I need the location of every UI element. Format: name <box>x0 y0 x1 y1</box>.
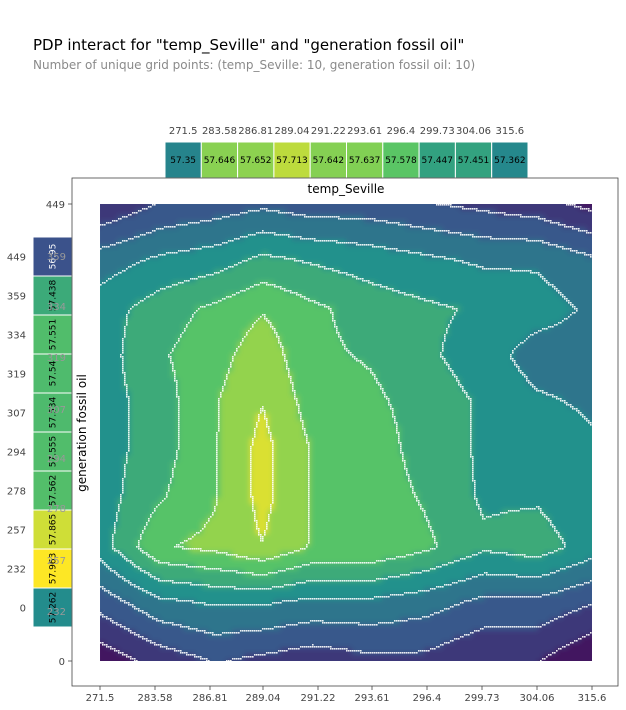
top-pdp-cell <box>418 141 456 179</box>
top-pdp-value: 57.447 <box>422 156 454 166</box>
y-tick-label: 0 <box>59 657 65 668</box>
left-pdp-tick: 294 <box>7 448 26 459</box>
x-tick-label: 315.6 <box>578 693 607 704</box>
x-tick-label: 283.58 <box>138 693 173 704</box>
x-tick-label: 286.81 <box>193 693 228 704</box>
x-tick-label: 299.73 <box>465 693 500 704</box>
x-tick-label: 296.4 <box>413 693 442 704</box>
left-pdp-value: 57.963 <box>49 553 59 585</box>
top-pdp-value: 57.637 <box>349 156 381 166</box>
x-tick-label: 289.04 <box>246 693 281 704</box>
x-axis-ticks: 271.5 283.58 286.81 289.04 291.22 293.61 296.4… <box>86 686 607 704</box>
left-pdp-value: 57.551 <box>49 319 59 351</box>
left-pdp-tick: 257 <box>7 526 26 537</box>
top-pdp-value: 57.35 <box>170 156 196 166</box>
top-pdp-strip: 57.35 271.5 57.646 283.58 57.652 286.81 57.713… <box>164 126 529 179</box>
top-pdp-tick: 289.04 <box>275 126 310 137</box>
top-pdp-value: 57.652 <box>240 156 272 166</box>
top-pdp-tick: 291.22 <box>311 126 346 137</box>
top-pdp-cell <box>346 141 384 179</box>
x-axis-label: temp_Seville <box>308 182 385 196</box>
left-pdp-value: 57.562 <box>49 475 59 507</box>
x-tick-label: 304.06 <box>520 693 555 704</box>
left-pdp-tick: 449 <box>7 253 26 264</box>
top-pdp-value: 57.362 <box>494 156 526 166</box>
left-pdp-strip: 56.9544957.43835957.55133457.5431957.534… <box>7 236 73 628</box>
behind-tick: 359 <box>47 252 66 263</box>
contour-lines <box>100 204 592 661</box>
left-pdp-value: 57.54 <box>49 360 59 386</box>
x-tick-label: 293.61 <box>355 693 390 704</box>
behind-tick: 278 <box>47 504 66 515</box>
top-pdp-tick: 304.06 <box>456 126 491 137</box>
left-pdp-value: 56.95 <box>49 244 59 270</box>
left-pdp-axis-ticks: 359 334 319 307 294 278 257 232 <box>47 252 66 618</box>
top-pdp-tick: 293.61 <box>347 126 382 137</box>
behind-tick: 257 <box>47 556 66 567</box>
left-pdp-value: 57.534 <box>49 396 59 428</box>
left-pdp-value: 57.555 <box>49 436 59 468</box>
behind-tick: 294 <box>47 454 66 465</box>
left-pdp-value: 57.865 <box>49 514 59 546</box>
top-pdp-tick: 283.58 <box>202 126 237 137</box>
y-axis-label: generation fossil oil <box>75 374 89 492</box>
top-pdp-cell <box>200 141 239 179</box>
left-pdp-tick: 307 <box>7 409 26 420</box>
y-axis-ticks: 449 0 <box>46 200 72 668</box>
behind-tick: 307 <box>47 405 66 416</box>
behind-tick: 334 <box>47 302 66 313</box>
top-pdp-value: 57.642 <box>313 156 345 166</box>
chart-subtitle: Number of unique grid points: (temp_Sevi… <box>33 58 475 72</box>
top-pdp-cell <box>164 141 202 179</box>
top-pdp-value: 57.578 <box>385 156 417 166</box>
left-pdp-tick: 359 <box>7 292 26 303</box>
top-pdp-cell <box>491 141 529 179</box>
top-pdp-tick: 286.81 <box>238 126 273 137</box>
top-pdp-value: 57.451 <box>458 156 490 166</box>
left-pdp-cell <box>32 353 73 394</box>
top-pdp-tick: 299.73 <box>420 126 455 137</box>
left-pdp-value: 57.438 <box>49 279 59 311</box>
left-pdp-tick: 334 <box>7 331 26 342</box>
contour-fill <box>100 204 592 661</box>
behind-tick: 232 <box>47 607 66 618</box>
left-pdp-tick: 232 <box>7 565 26 576</box>
left-pdp-tick: 319 <box>7 370 26 381</box>
top-pdp-value: 57.646 <box>204 156 236 166</box>
x-tick-label: 271.5 <box>86 693 115 704</box>
left-pdp-tick: 278 <box>7 487 26 498</box>
top-pdp-tick: 296.4 <box>387 126 416 137</box>
left-pdp-cell <box>32 470 73 511</box>
chart-title: PDP interact for "temp_Seville" and "gen… <box>33 36 464 55</box>
top-pdp-tick: 315.6 <box>496 126 525 137</box>
top-pdp-value: 57.713 <box>276 156 308 166</box>
left-pdp-value: 57.262 <box>49 592 59 624</box>
behind-tick: 319 <box>47 353 66 364</box>
top-pdp-tick: 271.5 <box>169 126 198 137</box>
left-pdp-tick: 0 <box>20 604 26 615</box>
y-tick-label: 449 <box>46 200 65 211</box>
x-tick-label: 291.22 <box>301 693 336 704</box>
